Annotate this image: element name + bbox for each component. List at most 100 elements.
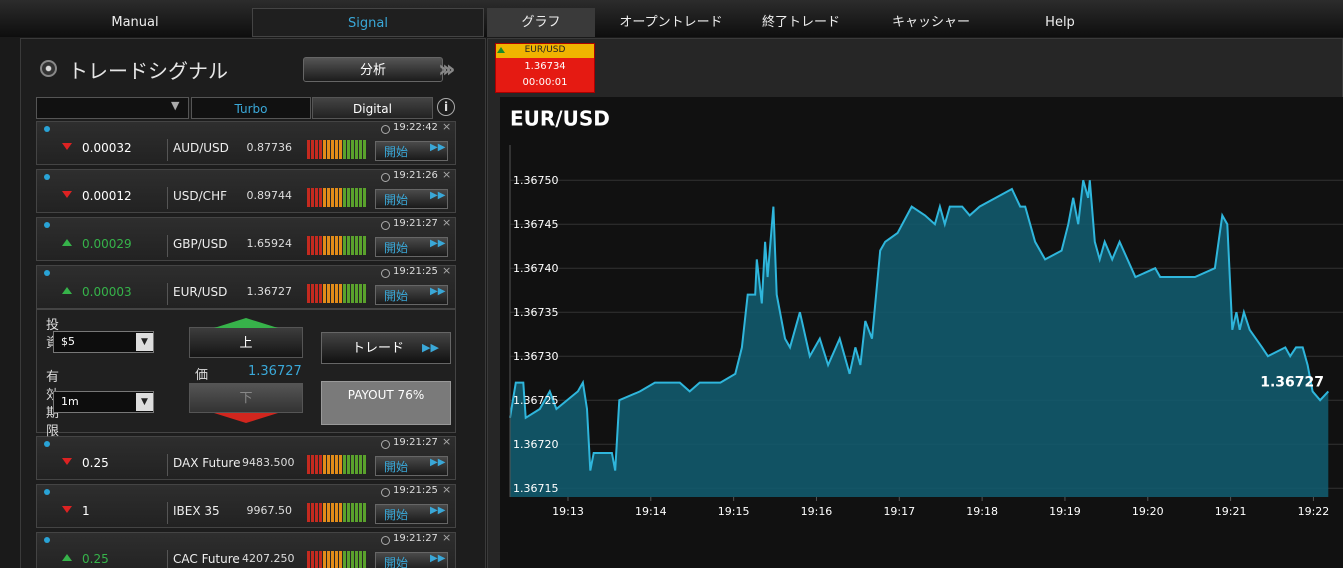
signal-time: 19:21:27 xyxy=(393,533,438,544)
meter-bar xyxy=(339,503,342,522)
meter-bar xyxy=(327,140,330,159)
meter-bar xyxy=(359,284,362,303)
chart-tab-head xyxy=(496,44,594,58)
y-tick-label: 1.36735 xyxy=(513,306,559,319)
clock-icon xyxy=(381,536,390,545)
close-icon[interactable]: × xyxy=(442,264,452,277)
start-button[interactable]: 開始 xyxy=(375,456,448,476)
meter-bar xyxy=(343,503,346,522)
signal-change: 0.00012 xyxy=(82,189,132,203)
filter-tab[interactable]: Turbo xyxy=(191,97,311,119)
button-arrows: ▶▶ xyxy=(430,553,446,564)
meter-bar xyxy=(363,503,366,522)
nav-tab[interactable]: Manual xyxy=(111,15,159,30)
signal-pair: IBEX 35 xyxy=(173,504,220,518)
meter-bar xyxy=(335,455,338,474)
divider xyxy=(167,187,168,209)
meter-bar xyxy=(331,455,334,474)
close-icon[interactable]: × xyxy=(442,483,452,496)
button-arrows: ▶▶ xyxy=(430,457,446,468)
nav-tab[interactable]: Help xyxy=(1045,15,1075,30)
meter-bar xyxy=(327,503,330,522)
meter-bar xyxy=(327,455,330,474)
signal-pair: EUR/USD xyxy=(173,285,228,299)
chart-tab-arrow xyxy=(497,47,505,53)
signal-price: 0.89744 xyxy=(246,189,293,202)
meter-bar xyxy=(355,188,358,207)
signal-change: 0.25 xyxy=(82,552,109,566)
chart-tab-pair: EUR/USD xyxy=(524,45,566,55)
meter-bar xyxy=(363,455,366,474)
meter-bar xyxy=(331,284,334,303)
analyze-button[interactable]: 分析 xyxy=(303,57,443,82)
meter-bar xyxy=(339,188,342,207)
expiry-select[interactable]: 1m xyxy=(53,391,154,413)
nav-tab[interactable]: グラフ xyxy=(487,8,595,37)
start-button[interactable]: 開始 xyxy=(375,285,448,305)
close-icon[interactable]: × xyxy=(442,435,452,448)
meter-bar xyxy=(319,503,322,522)
close-icon[interactable]: × xyxy=(442,120,452,133)
investment-select[interactable]: $5 xyxy=(53,331,154,353)
info-icon[interactable]: i xyxy=(437,98,455,116)
meter-bar xyxy=(331,236,334,255)
filter-tab[interactable]: Digital xyxy=(312,97,433,119)
payout-box: PAYOUT 76% xyxy=(321,381,451,425)
meter-bar xyxy=(327,284,330,303)
meter-bar xyxy=(319,236,322,255)
field-label: 限 xyxy=(46,424,60,439)
x-tick-label: 19:13 xyxy=(552,505,584,518)
trend-arrow xyxy=(62,143,72,150)
meter-bar xyxy=(351,236,354,255)
signal-pair: USD/CHF xyxy=(173,189,227,203)
nav-tab[interactable]: オープントレード xyxy=(619,15,723,30)
meter-bar xyxy=(335,236,338,255)
meter-bar xyxy=(319,188,322,207)
meter-bar xyxy=(319,455,322,474)
y-tick-label: 1.36730 xyxy=(513,350,559,363)
start-button[interactable]: 開始 xyxy=(375,552,448,568)
meter-bar xyxy=(331,503,334,522)
panel-title: トレードシグナル xyxy=(68,59,228,83)
close-icon[interactable]: × xyxy=(442,168,452,181)
y-tick-label: 1.36745 xyxy=(513,218,559,231)
x-tick-label: 19:17 xyxy=(883,505,915,518)
start-button[interactable]: 開始 xyxy=(375,237,448,257)
x-tick-label: 19:18 xyxy=(966,505,998,518)
down-button[interactable]: 下 xyxy=(189,383,303,413)
trade-button[interactable]: トレード xyxy=(321,332,451,364)
close-icon[interactable]: × xyxy=(442,216,452,229)
chart-tab-timer: 00:00:01 xyxy=(522,77,568,88)
nav-tab[interactable]: キャッシャー xyxy=(891,15,970,30)
meter-bar xyxy=(339,455,342,474)
meter-bar xyxy=(315,188,318,207)
signal-price: 9967.50 xyxy=(246,504,293,517)
meter-bar xyxy=(363,236,366,255)
start-button[interactable]: 開始 xyxy=(375,504,448,524)
meter-bar xyxy=(359,503,362,522)
meter-bar xyxy=(335,551,338,568)
meter-bar xyxy=(355,551,358,568)
nav-tab[interactable]: Signal xyxy=(252,8,484,37)
nav-tab[interactable]: 終了トレード xyxy=(761,15,840,30)
meter-bar xyxy=(323,140,326,159)
price-label: 価 xyxy=(195,368,209,383)
start-button[interactable]: 開始 xyxy=(375,189,448,209)
meter-bar xyxy=(363,140,366,159)
up-button[interactable]: 上 xyxy=(189,327,303,358)
x-tick-label: 19:22 xyxy=(1298,505,1330,518)
chart-title: EUR/USD xyxy=(510,107,610,131)
close-icon[interactable]: × xyxy=(442,531,452,544)
meter-bar xyxy=(311,551,314,568)
status-dot xyxy=(44,270,50,276)
start-button[interactable]: 開始 xyxy=(375,141,448,161)
meter-bar xyxy=(339,284,342,303)
meter-bar xyxy=(347,503,350,522)
trend-arrow xyxy=(62,239,72,246)
meter-bar xyxy=(307,140,310,159)
filter-dropdown[interactable] xyxy=(36,97,189,119)
button-arrows: ▶▶ xyxy=(430,142,446,153)
meter-bar xyxy=(307,551,310,568)
signal-row: 19:21:27 × 0.25 CAC Future 4207.250 開始 ▶▶ xyxy=(36,531,456,568)
